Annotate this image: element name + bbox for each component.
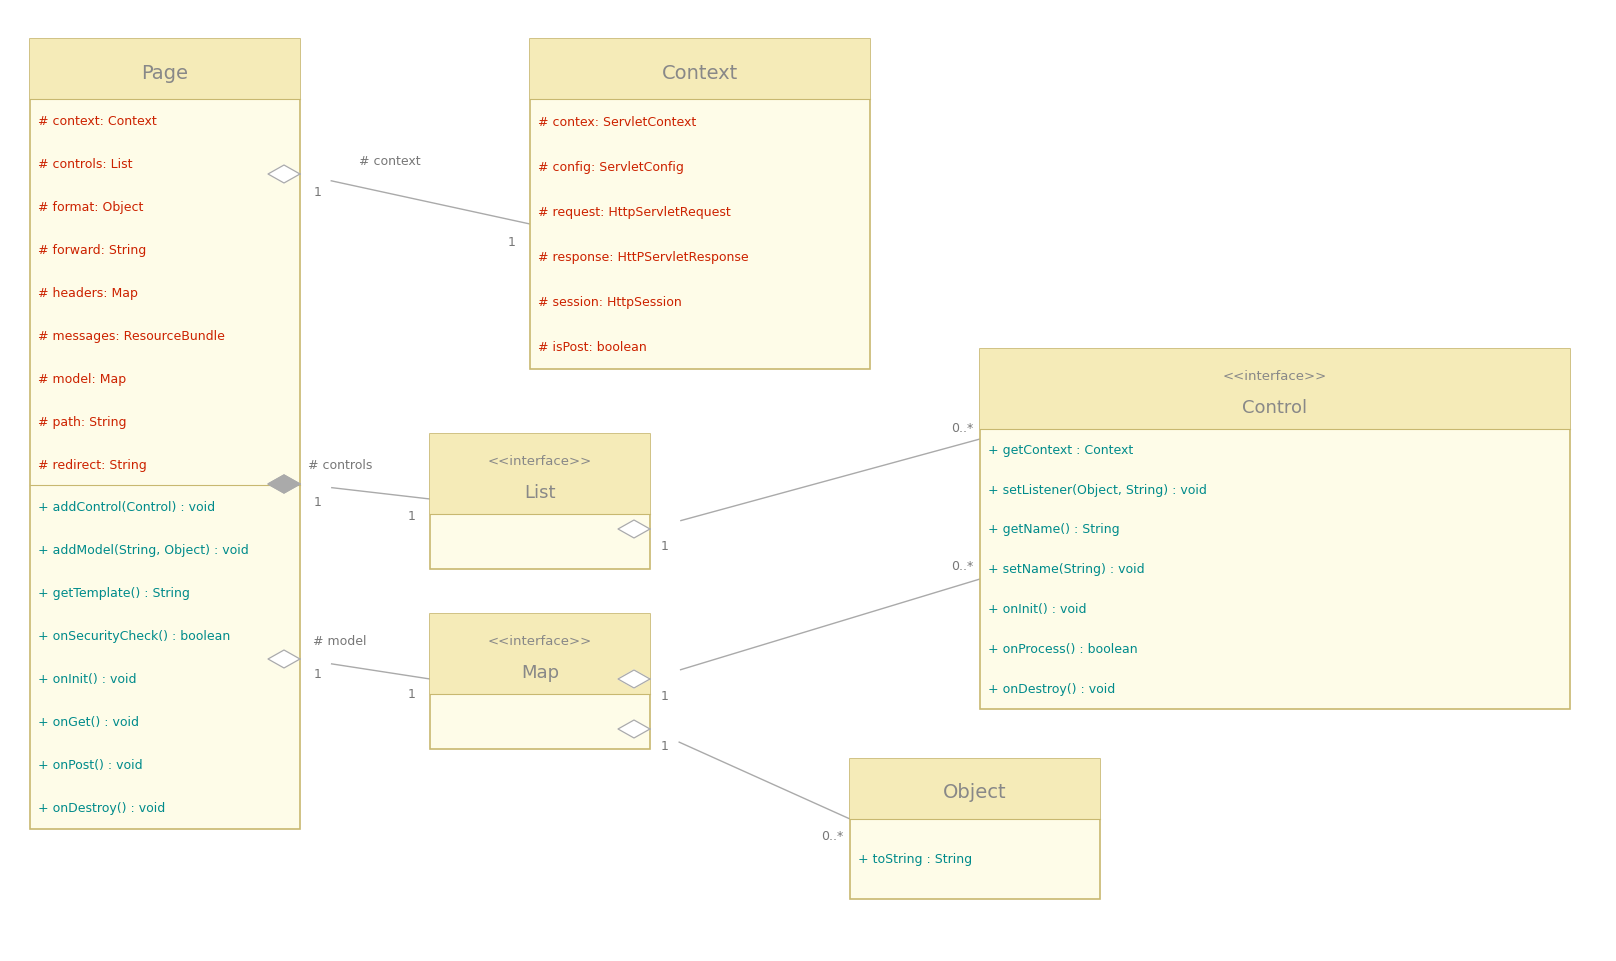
Bar [850,759,1100,899]
Text: 1: 1 [661,740,669,752]
Bar [31,40,301,100]
Bar [850,759,1100,819]
Text: + onPost() : void: + onPost() : void [39,758,142,772]
Text: 0..*: 0..* [950,421,973,434]
Text: + onInit() : void: + onInit() : void [987,603,1086,616]
Text: + setListener(Object, String) : void: + setListener(Object, String) : void [987,483,1207,496]
Text: + getContext : Context: + getContext : Context [987,443,1133,456]
Text: 1: 1 [314,668,322,680]
Text: + setName(String) : void: + setName(String) : void [987,563,1144,576]
Text: # path: String: # path: String [39,415,126,428]
Bar [430,434,650,570]
Text: # isPost: boolean: # isPost: boolean [538,340,646,354]
Text: # contex: ServletContext: # contex: ServletContext [538,116,696,129]
Text: <<interface>>: <<interface>> [488,455,591,467]
Text: + onDestroy() : void: + onDestroy() : void [39,801,165,814]
Text: 1: 1 [507,235,516,248]
Polygon shape [268,651,301,668]
Text: # forward: String: # forward: String [39,243,147,257]
Text: + onInit() : void: + onInit() : void [39,673,136,685]
Text: + onProcess() : boolean: + onProcess() : boolean [987,643,1138,655]
Text: + onGet() : void: + onGet() : void [39,715,139,728]
Text: + getName() : String: + getName() : String [987,523,1120,536]
Text: # headers: Map: # headers: Map [39,286,137,300]
Text: # model: # model [314,634,367,648]
Bar [430,434,650,514]
Text: Page: Page [142,63,189,83]
Text: <<interface>>: <<interface>> [488,634,591,647]
Text: 0..*: 0..* [950,560,973,573]
Text: 1: 1 [409,509,415,522]
Text: # context: # context [359,155,420,168]
Text: # controls: # controls [307,458,372,472]
Text: # model: Map: # model: Map [39,372,126,385]
Bar [979,350,1571,709]
Text: List: List [524,483,556,501]
Polygon shape [268,476,301,494]
Text: # redirect: String: # redirect: String [39,458,147,471]
Text: 0..*: 0..* [821,828,844,842]
Text: # format: Object: # format: Object [39,201,144,213]
Text: + toString : String: + toString : String [858,852,973,866]
Bar [430,614,650,694]
Text: <<interface>>: <<interface>> [1223,370,1327,382]
Text: # request: HttpServletRequest: # request: HttpServletRequest [538,206,730,219]
Text: # messages: ResourceBundle: # messages: ResourceBundle [39,330,225,342]
Bar [979,350,1571,430]
Bar [530,40,869,370]
Bar [31,40,301,829]
Text: 1: 1 [314,185,322,198]
Text: # context: Context: # context: Context [39,115,157,128]
Text: # session: HttpSession: # session: HttpSession [538,296,682,308]
Text: + onSecurityCheck() : boolean: + onSecurityCheck() : boolean [39,629,229,643]
Text: # response: HttPServletResponse: # response: HttPServletResponse [538,251,748,263]
Text: 1: 1 [661,690,669,702]
Text: + addModel(String, Object) : void: + addModel(String, Object) : void [39,544,249,556]
Text: Map: Map [520,663,559,681]
Text: # config: ServletConfig: # config: ServletConfig [538,160,684,174]
Text: 1: 1 [409,688,415,701]
Polygon shape [268,166,301,184]
Text: + getTemplate() : String: + getTemplate() : String [39,587,189,600]
Text: 1: 1 [314,495,322,508]
Text: 1: 1 [661,540,669,553]
Bar [430,614,650,750]
Text: Context: Context [663,63,739,83]
Bar [530,40,869,100]
Polygon shape [617,671,650,688]
Text: + addControl(Control) : void: + addControl(Control) : void [39,501,215,514]
Text: Control: Control [1243,398,1307,416]
Polygon shape [617,521,650,538]
Text: # controls: List: # controls: List [39,158,133,171]
Text: Object: Object [944,782,1007,801]
Polygon shape [617,720,650,738]
Text: + onDestroy() : void: + onDestroy() : void [987,682,1115,696]
